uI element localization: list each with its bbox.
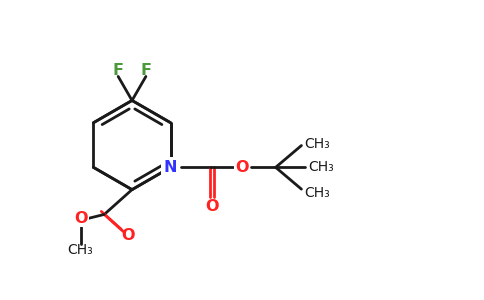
Text: CH₃: CH₃ (304, 186, 330, 200)
Text: O: O (121, 228, 135, 243)
Text: CH₃: CH₃ (68, 243, 93, 257)
Text: CH₃: CH₃ (304, 136, 330, 151)
Text: O: O (74, 211, 87, 226)
Text: F: F (140, 63, 151, 78)
Text: O: O (235, 160, 249, 175)
Text: N: N (164, 160, 178, 175)
Text: CH₃: CH₃ (308, 160, 334, 174)
Text: O: O (206, 200, 219, 214)
Text: F: F (113, 63, 123, 78)
